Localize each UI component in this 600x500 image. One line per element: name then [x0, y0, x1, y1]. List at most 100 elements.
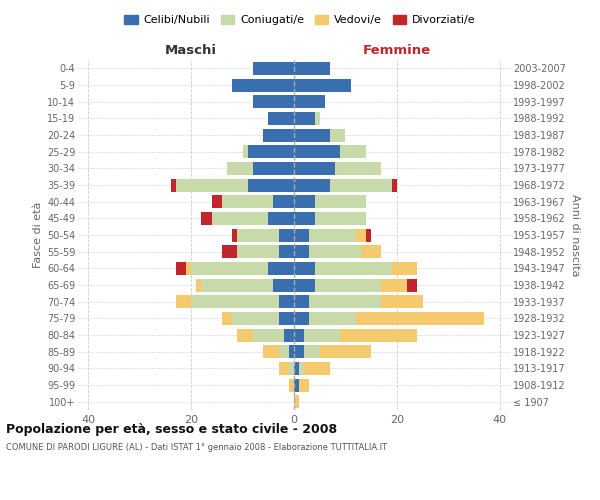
Bar	[294, 95, 325, 108]
Bar	[284, 328, 294, 342]
Bar	[268, 212, 294, 225]
Bar	[186, 262, 191, 275]
Text: COMUNE DI PARODI LIGURE (AL) - Dati ISTAT 1° gennaio 2008 - Elaborazione TUTTITA: COMUNE DI PARODI LIGURE (AL) - Dati ISTA…	[6, 442, 387, 452]
Bar	[232, 312, 278, 325]
Bar	[232, 228, 238, 241]
Bar	[314, 195, 366, 208]
Bar	[274, 195, 294, 208]
Bar	[278, 295, 294, 308]
Bar	[304, 328, 340, 342]
Bar	[294, 212, 314, 225]
Bar	[366, 228, 371, 241]
Bar	[222, 195, 274, 208]
Bar	[330, 178, 392, 192]
Bar	[392, 178, 397, 192]
Bar	[176, 295, 191, 308]
Bar	[268, 112, 294, 125]
Bar	[304, 345, 320, 358]
Bar	[340, 328, 418, 342]
Bar	[294, 195, 314, 208]
Text: Popolazione per età, sesso e stato civile - 2008: Popolazione per età, sesso e stato civil…	[6, 422, 337, 436]
Bar	[294, 328, 304, 342]
Bar	[278, 345, 289, 358]
Bar	[191, 295, 278, 308]
Bar	[294, 112, 314, 125]
Bar	[289, 362, 294, 375]
Bar	[222, 312, 232, 325]
Y-axis label: Fasce di età: Fasce di età	[32, 202, 43, 268]
Bar	[294, 395, 299, 408]
Bar	[294, 162, 335, 175]
Bar	[191, 262, 268, 275]
Bar	[382, 295, 422, 308]
Bar	[320, 345, 371, 358]
Bar	[310, 312, 356, 325]
Bar	[294, 145, 340, 158]
Bar	[294, 312, 310, 325]
Bar	[176, 178, 248, 192]
Bar	[278, 362, 289, 375]
Bar	[356, 312, 484, 325]
Bar	[356, 228, 366, 241]
Bar	[238, 328, 253, 342]
Bar	[340, 145, 366, 158]
Bar	[294, 78, 350, 92]
Bar	[238, 245, 278, 258]
Bar	[289, 345, 294, 358]
Bar	[310, 295, 382, 308]
Bar	[170, 178, 176, 192]
Bar	[314, 212, 366, 225]
Bar	[314, 262, 392, 275]
Bar	[294, 228, 310, 241]
Bar	[274, 278, 294, 291]
Bar	[361, 245, 382, 258]
Bar	[294, 178, 330, 192]
Bar	[294, 62, 330, 75]
Text: Femmine: Femmine	[363, 44, 431, 57]
Bar	[294, 378, 299, 392]
Bar	[278, 228, 294, 241]
Bar	[407, 278, 418, 291]
Bar	[212, 212, 268, 225]
Legend: Celibi/Nubili, Coniugati/e, Vedovi/e, Divorziati/e: Celibi/Nubili, Coniugati/e, Vedovi/e, Di…	[120, 10, 480, 30]
Bar	[248, 145, 294, 158]
Bar	[310, 228, 356, 241]
Bar	[294, 262, 314, 275]
Bar	[294, 278, 314, 291]
Bar	[202, 278, 274, 291]
Text: Maschi: Maschi	[165, 44, 217, 57]
Bar	[268, 262, 294, 275]
Bar	[222, 245, 238, 258]
Bar	[294, 295, 310, 308]
Bar	[299, 362, 304, 375]
Bar	[263, 128, 294, 141]
Bar	[278, 245, 294, 258]
Bar	[294, 128, 330, 141]
Bar	[314, 112, 320, 125]
Bar	[294, 245, 310, 258]
Bar	[335, 162, 382, 175]
Bar	[314, 278, 382, 291]
Bar	[253, 95, 294, 108]
Bar	[330, 128, 346, 141]
Bar	[294, 362, 299, 375]
Bar	[242, 145, 248, 158]
Bar	[248, 178, 294, 192]
Bar	[227, 162, 253, 175]
Bar	[299, 378, 310, 392]
Bar	[392, 262, 418, 275]
Bar	[238, 228, 278, 241]
Bar	[304, 362, 330, 375]
Bar	[382, 278, 407, 291]
Bar	[232, 78, 294, 92]
Bar	[253, 162, 294, 175]
Bar	[310, 245, 361, 258]
Bar	[294, 345, 304, 358]
Bar	[289, 378, 294, 392]
Bar	[212, 195, 222, 208]
Bar	[176, 262, 186, 275]
Bar	[253, 62, 294, 75]
Bar	[278, 312, 294, 325]
Bar	[196, 278, 202, 291]
Bar	[202, 212, 212, 225]
